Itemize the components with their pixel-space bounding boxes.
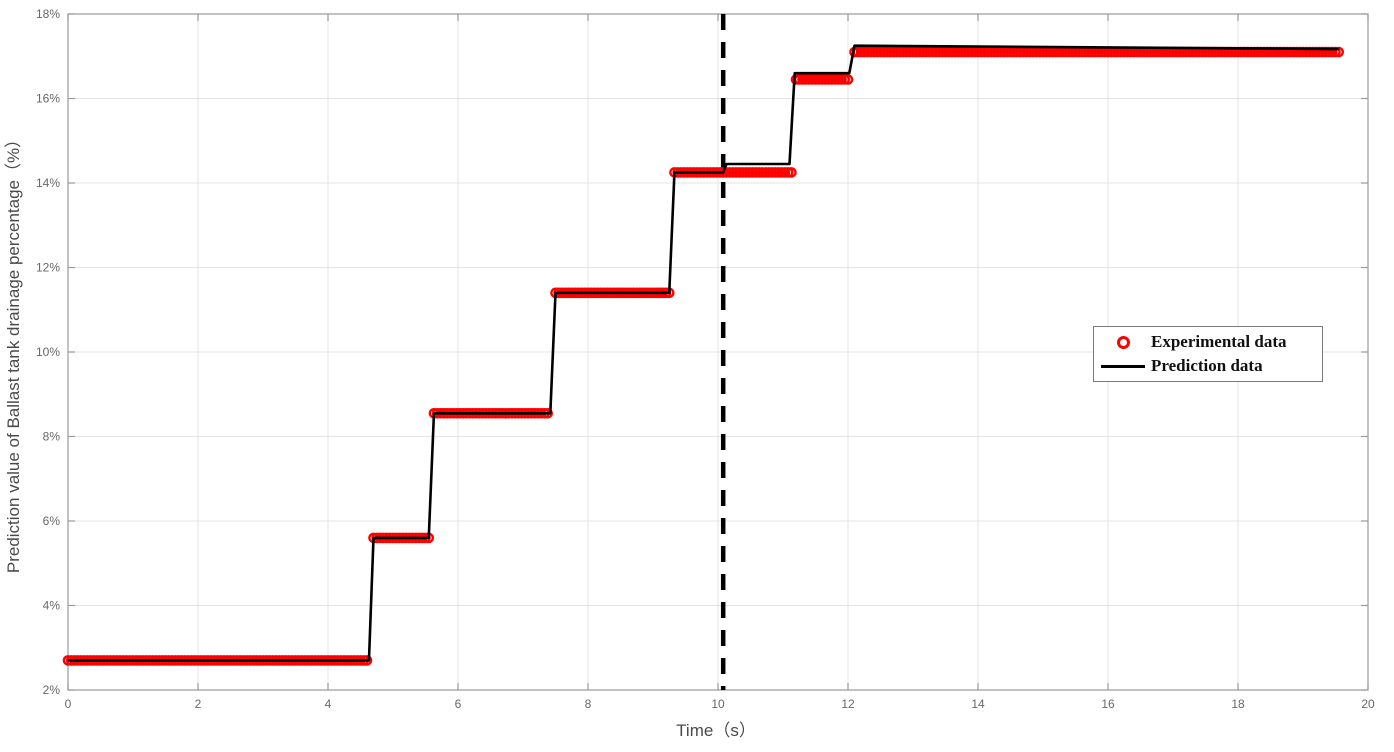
x-tick-label: 2 xyxy=(195,697,202,711)
y-tick-label: 18% xyxy=(36,7,60,21)
axes-box-and-ticks xyxy=(67,13,1369,691)
experimental-marker xyxy=(842,74,854,85)
x-tick-label: 4 xyxy=(325,697,332,711)
legend-item-experimental: Experimental data xyxy=(1098,330,1316,354)
legend-label-prediction: Prediction data xyxy=(1151,356,1263,375)
y-tick-label: 2% xyxy=(43,683,61,697)
legend-label-experimental: Experimental data xyxy=(1151,332,1287,351)
y-tick-label: 10% xyxy=(36,345,60,359)
y-tick-label: 12% xyxy=(36,261,60,275)
x-tick-label: 18 xyxy=(1231,697,1245,711)
experimental-marker xyxy=(786,167,797,178)
x-tick-label: 8 xyxy=(585,697,592,711)
y-tick-label: 14% xyxy=(36,176,60,190)
prediction-data-series xyxy=(68,44,1339,662)
y-tick-label: 8% xyxy=(43,430,61,444)
y-axis-label: Prediction value of Ballast tank drainag… xyxy=(4,131,23,573)
x-tick-label: 12 xyxy=(841,697,855,711)
legend-item-prediction: Prediction data xyxy=(1098,354,1316,378)
x-tick-label: 20 xyxy=(1361,697,1375,711)
x-tick-label: 16 xyxy=(1101,697,1115,711)
legend-marker-cell xyxy=(1098,335,1148,349)
red-circle-marker-icon xyxy=(1116,335,1130,349)
legend-marker-cell xyxy=(1098,364,1148,368)
y-tick-label: 6% xyxy=(43,514,61,528)
y-tick-label: 4% xyxy=(43,599,61,613)
tick-labels: 0 2 4 6 8 10 12 14 16 18 20 2% 4% 6% 8% 10% 12% 14% 16% 18% xyxy=(36,7,1375,711)
x-tick-label: 0 xyxy=(65,697,72,711)
x-tick-label: 10 xyxy=(711,697,725,711)
x-axis-label: Time（s） xyxy=(676,721,756,740)
x-tick-label: 14 xyxy=(971,697,985,711)
y-tick-label: 16% xyxy=(36,92,60,106)
x-tick-label: 6 xyxy=(455,697,462,711)
legend: Experimental data Prediction data xyxy=(1093,326,1323,382)
black-line-marker-icon xyxy=(1101,364,1145,368)
